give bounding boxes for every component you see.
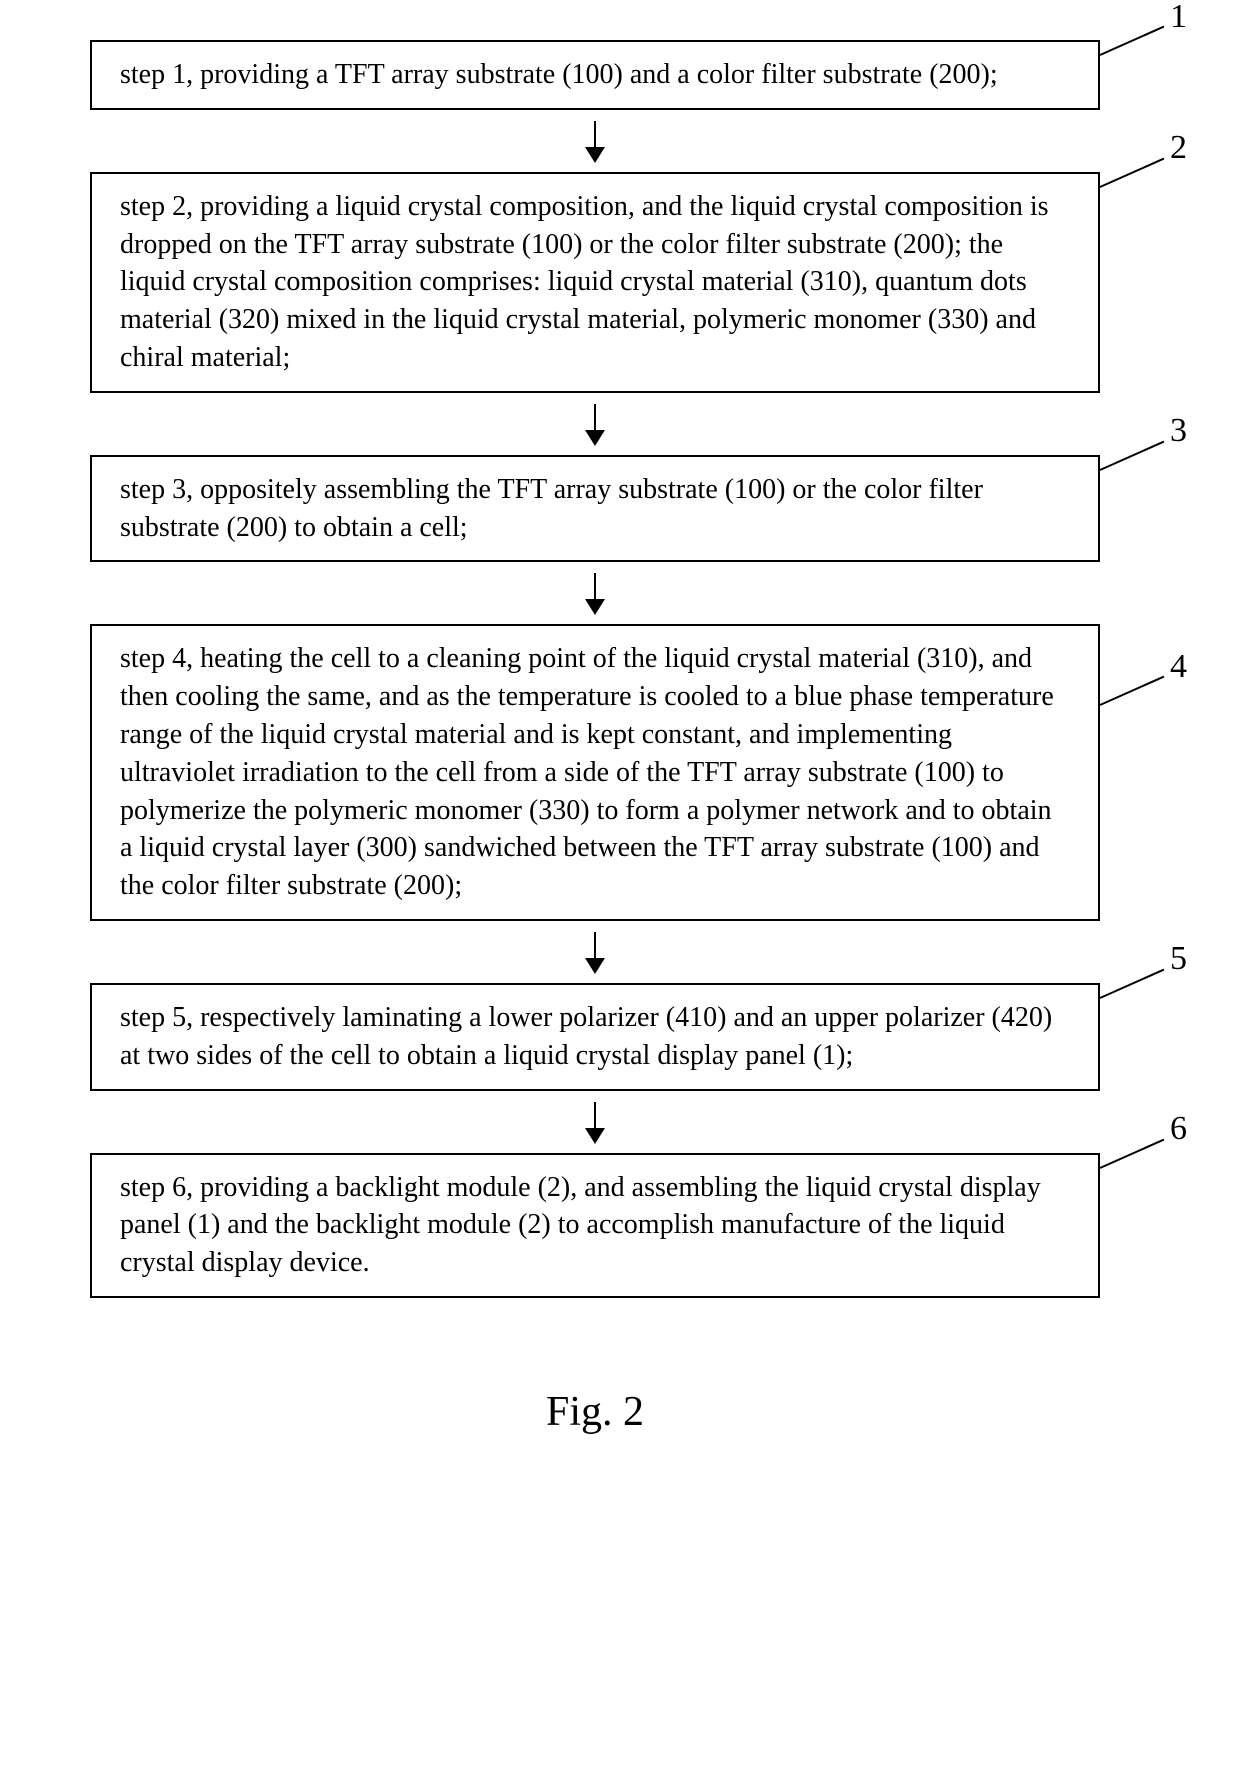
callout-label-2: 2 bbox=[1170, 129, 1187, 167]
callout-label-4: 4 bbox=[1170, 648, 1187, 686]
arrow-gap bbox=[90, 1091, 1100, 1153]
step-text: step 6, providing a backlight module (2)… bbox=[120, 1172, 1041, 1279]
step-text: step 2, providing a liquid crystal compo… bbox=[120, 191, 1049, 373]
step-text: step 1, providing a TFT array substrate … bbox=[120, 59, 998, 90]
callout-label-1: 1 bbox=[1170, 0, 1187, 36]
flowchart-container: step 1, providing a TFT array substrate … bbox=[90, 40, 1100, 1436]
step-text: step 4, heating the cell to a cleaning p… bbox=[120, 643, 1054, 901]
arrow-gap bbox=[90, 110, 1100, 172]
step-box-1: step 1, providing a TFT array substrate … bbox=[90, 40, 1100, 110]
callout-line bbox=[1100, 26, 1165, 56]
arrow-gap bbox=[90, 562, 1100, 624]
callout-line bbox=[1100, 969, 1165, 999]
callout-line bbox=[1100, 157, 1165, 187]
step-box-2: step 2, providing a liquid crystal compo… bbox=[90, 172, 1100, 393]
callout-line bbox=[1100, 440, 1165, 470]
step-box-3: step 3, oppositely assembling the TFT ar… bbox=[90, 455, 1100, 563]
callout-line bbox=[1100, 676, 1165, 706]
arrow-gap bbox=[90, 921, 1100, 983]
arrow-gap bbox=[90, 393, 1100, 455]
arrow-icon bbox=[594, 404, 596, 444]
step-text: step 3, oppositely assembling the TFT ar… bbox=[120, 474, 983, 543]
callout-label-3: 3 bbox=[1170, 412, 1187, 450]
arrow-icon bbox=[594, 573, 596, 613]
step-box-6: step 6, providing a backlight module (2)… bbox=[90, 1153, 1100, 1298]
figure-label: Fig. 2 bbox=[90, 1388, 1100, 1436]
arrow-icon bbox=[594, 1102, 596, 1142]
arrow-icon bbox=[594, 932, 596, 972]
callout-label-6: 6 bbox=[1170, 1110, 1187, 1148]
step-text: step 5, respectively laminating a lower … bbox=[120, 1002, 1052, 1071]
step-box-4: step 4, heating the cell to a cleaning p… bbox=[90, 624, 1100, 921]
callout-line bbox=[1100, 1138, 1165, 1168]
arrow-icon bbox=[594, 121, 596, 161]
callout-label-5: 5 bbox=[1170, 940, 1187, 978]
step-box-5: step 5, respectively laminating a lower … bbox=[90, 983, 1100, 1091]
